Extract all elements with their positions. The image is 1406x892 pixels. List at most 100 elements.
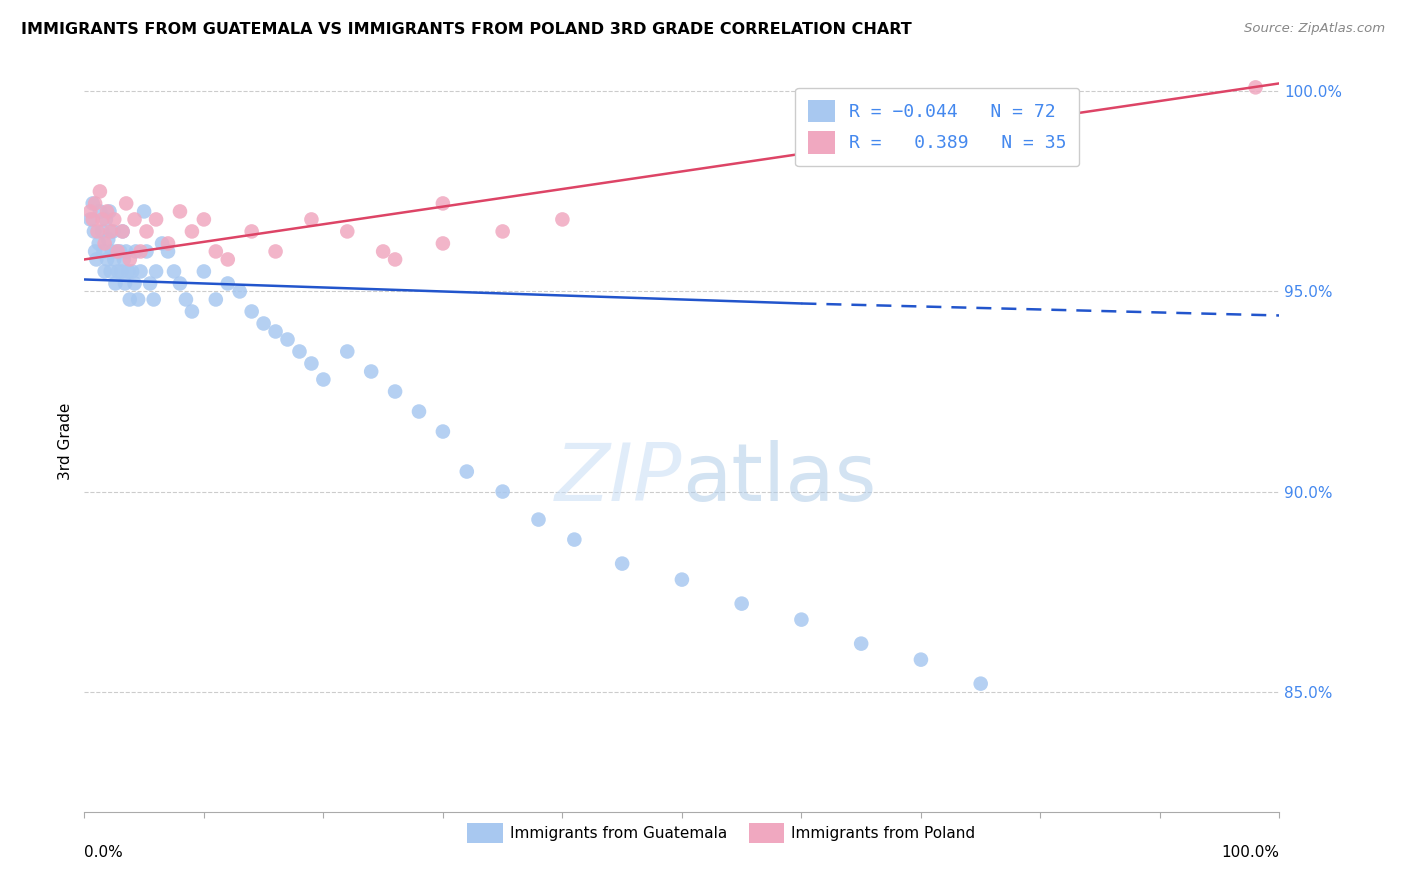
Point [217, 277, 239, 291]
Point [229, 285, 252, 299]
Point [93, 236, 115, 251]
Point [84, 244, 107, 259]
Point [105, 244, 128, 259]
Point [121, 264, 143, 278]
Text: Immigrants from Poland: Immigrants from Poland [790, 826, 974, 840]
Point [79, 204, 101, 219]
Point [132, 204, 156, 219]
Point [82, 212, 104, 227]
Point [408, 404, 430, 418]
Point [103, 252, 125, 267]
Point [264, 325, 287, 339]
Point [135, 244, 157, 259]
Text: atlas: atlas [682, 440, 876, 517]
Point [117, 264, 139, 278]
Point [301, 212, 323, 227]
Point [86, 224, 108, 238]
Point [288, 344, 311, 359]
Point [193, 212, 215, 227]
Point [253, 317, 276, 331]
Point [91, 224, 114, 238]
Point [89, 185, 111, 199]
Point [181, 224, 204, 238]
Point [671, 573, 693, 587]
Point [103, 212, 125, 227]
Point [384, 252, 406, 267]
Point [174, 293, 197, 307]
Point [91, 212, 114, 227]
Text: ZIP: ZIP [554, 440, 682, 517]
Legend: R = −0.044   N = 72, R =   0.389   N = 35: R = −0.044 N = 72, R = 0.389 N = 35 [794, 87, 1080, 166]
Point [124, 212, 146, 227]
Point [312, 372, 335, 386]
Point [96, 252, 118, 267]
Point [240, 304, 263, 318]
Point [139, 277, 162, 291]
Point [96, 204, 118, 219]
Point [1244, 80, 1267, 95]
Point [98, 204, 121, 219]
Point [110, 264, 132, 278]
Point [124, 277, 146, 291]
Point [384, 384, 406, 399]
Point [104, 277, 127, 291]
Point [432, 196, 454, 211]
Point [360, 364, 382, 378]
Point [114, 277, 136, 291]
Y-axis label: 3rd Grade: 3rd Grade [58, 403, 73, 480]
Point [84, 196, 107, 211]
Point [111, 224, 134, 238]
Point [79, 212, 101, 227]
Point [115, 244, 138, 259]
Point [82, 196, 104, 211]
Point [277, 333, 299, 347]
Point [157, 236, 180, 251]
Point [970, 676, 993, 690]
Point [492, 484, 515, 499]
Text: Source: ZipAtlas.com: Source: ZipAtlas.com [1244, 22, 1385, 36]
Point [100, 224, 122, 238]
Point [157, 244, 180, 259]
Point [86, 252, 108, 267]
Point [110, 244, 132, 259]
Point [240, 224, 263, 238]
Point [89, 204, 111, 219]
Point [205, 293, 228, 307]
Point [118, 252, 141, 267]
Point [129, 244, 152, 259]
Point [150, 236, 173, 251]
Point [115, 196, 138, 211]
Point [83, 224, 105, 238]
Point [336, 344, 359, 359]
Point [93, 244, 115, 259]
Point [101, 244, 124, 259]
Point [193, 264, 215, 278]
Point [97, 232, 120, 246]
Point [373, 244, 395, 259]
Point [145, 264, 167, 278]
Point [551, 212, 574, 227]
Point [169, 277, 191, 291]
Point [94, 212, 117, 227]
Point [181, 304, 204, 318]
Text: 100.0%: 100.0% [1222, 845, 1279, 860]
Point [107, 244, 129, 259]
Point [112, 252, 135, 267]
Text: Immigrants from Guatemala: Immigrants from Guatemala [510, 826, 727, 840]
Point [492, 224, 515, 238]
Point [142, 293, 165, 307]
Point [127, 293, 149, 307]
Point [432, 236, 454, 251]
Point [100, 264, 122, 278]
Point [129, 264, 152, 278]
Point [111, 224, 134, 238]
Point [527, 512, 550, 526]
Point [169, 204, 191, 219]
Point [217, 252, 239, 267]
Point [851, 637, 873, 651]
Point [264, 244, 287, 259]
Point [612, 557, 634, 571]
Text: IMMIGRANTS FROM GUATEMALA VS IMMIGRANTS FROM POLAND 3RD GRADE CORRELATION CHART: IMMIGRANTS FROM GUATEMALA VS IMMIGRANTS … [21, 22, 912, 37]
Point [101, 224, 124, 238]
Point [107, 264, 129, 278]
